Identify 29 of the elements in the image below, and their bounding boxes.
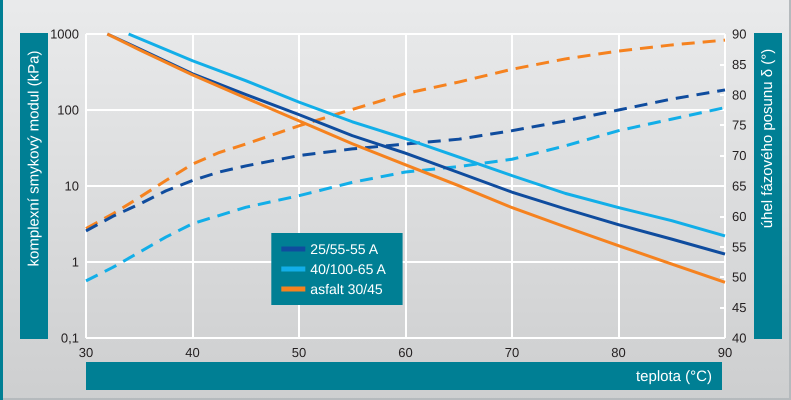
legend-label: asfalt 30/45 bbox=[310, 281, 383, 297]
y2-tick-label: 80 bbox=[732, 87, 746, 102]
y2-tick-label: 45 bbox=[732, 300, 746, 316]
y2-axis-title: úhel fázového posunu δ (°) bbox=[760, 48, 776, 228]
y-tick-label: 1 bbox=[72, 254, 79, 270]
y-tick-label: 1000 bbox=[50, 26, 79, 42]
x-tick-label: 90 bbox=[718, 345, 732, 360]
x-tick-label: 60 bbox=[398, 345, 413, 360]
y2-tick-label: 55 bbox=[732, 239, 746, 254]
x-axis-title: teplota (°C) bbox=[636, 368, 712, 384]
y2-tick-label: 60 bbox=[732, 208, 746, 224]
y2-tick-label: 40 bbox=[732, 330, 746, 346]
x-tick-label: 30 bbox=[78, 345, 94, 360]
y2-tick-label: 50 bbox=[732, 270, 746, 285]
y-tick-label: 10 bbox=[64, 178, 79, 194]
legend-label: 40/100-65 A bbox=[310, 261, 386, 277]
y2-tick-label: 90 bbox=[732, 26, 746, 42]
x-tick-label: 40 bbox=[185, 345, 200, 360]
y2-tick-label: 65 bbox=[732, 178, 746, 194]
legend-label: 25/55-55 A bbox=[310, 241, 379, 257]
y2-tick-label: 85 bbox=[732, 56, 746, 72]
y-axis-title: komplexní smykový modul (kPa) bbox=[26, 50, 42, 266]
y-tick-label: 100 bbox=[57, 102, 79, 118]
y2-tick-label: 70 bbox=[732, 148, 746, 164]
x-tick-label: 50 bbox=[292, 345, 306, 360]
x-tick-label: 70 bbox=[504, 345, 520, 360]
x-tick-label: 80 bbox=[611, 345, 626, 360]
y-tick-label: 0,1 bbox=[60, 330, 79, 346]
y2-tick-label: 75 bbox=[732, 118, 746, 133]
